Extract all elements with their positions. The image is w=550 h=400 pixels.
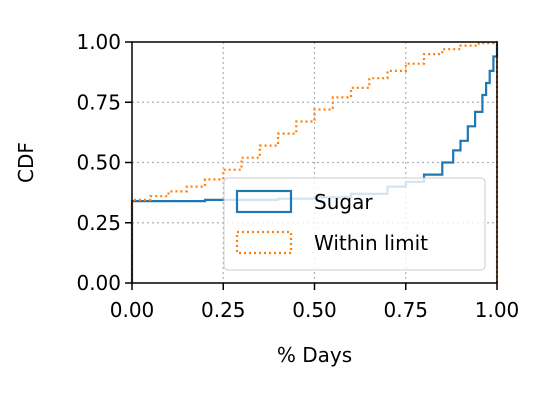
legend: Sugar Within limit	[223, 177, 486, 271]
series-line-within-limit	[130, 40, 499, 283]
legend-label-within-limit: Within limit	[314, 231, 428, 255]
legend-swatch-within-limit	[235, 230, 293, 255]
legend-box	[223, 177, 486, 271]
x-tick-label: 0.75	[383, 298, 428, 322]
x-tick-label: 0.25	[201, 298, 246, 322]
y-tick-label: 0.25	[76, 211, 121, 235]
y-tick-label: 1.00	[76, 30, 121, 54]
y-tick-label: 0.00	[76, 271, 121, 295]
y-axis-label: CDF	[14, 142, 38, 183]
legend-swatch-sugar	[235, 189, 293, 214]
y-axis-ticks: 0.00 0.25 0.50 0.75 1.00	[76, 30, 132, 295]
y-tick-label: 0.75	[76, 90, 121, 114]
x-axis-ticks: 0.00 0.25 0.50 0.75 1.00	[110, 283, 520, 322]
x-tick-label: 1.00	[475, 298, 520, 322]
x-tick-label: 0.00	[110, 298, 155, 322]
x-tick-label: 0.50	[292, 298, 337, 322]
x-axis-label: % Days	[277, 343, 352, 367]
y-tick-label: 0.50	[76, 151, 121, 175]
legend-label-sugar: Sugar	[314, 190, 373, 214]
